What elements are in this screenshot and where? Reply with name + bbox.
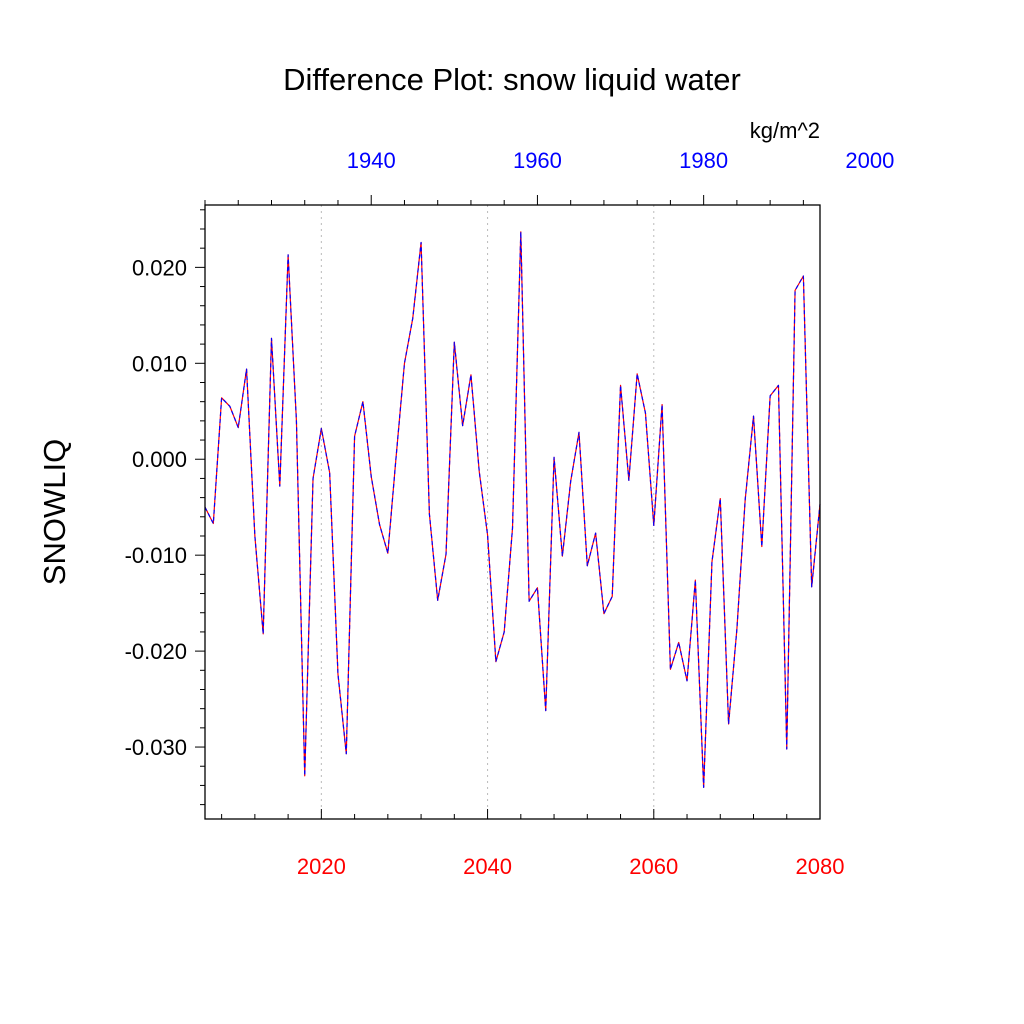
data-series: [204, 231, 821, 788]
series-line-top-period: [204, 231, 821, 788]
bottom-tick-label: 2060: [629, 854, 678, 879]
y-axis-title: SNOWLIQ: [37, 439, 72, 585]
y-tick-label: 0.020: [132, 255, 187, 280]
units-label: kg/m^2: [750, 118, 820, 143]
bottom-tick-label: 2080: [796, 854, 845, 879]
bottom-tick-label: 2040: [463, 854, 512, 879]
y-tick-label: 0.000: [132, 447, 187, 472]
top-tick-label: 1940: [347, 148, 396, 173]
tick-labels: 0.020 0.010 0.000 -0.010 -0.020 -0.030 2020 204…: [125, 148, 895, 879]
top-tick-label: 2000: [845, 148, 894, 173]
plot-frame: [204, 204, 821, 820]
bottom-tick-label: 2020: [297, 854, 346, 879]
vertical-gridlines: [320, 205, 655, 819]
y-tick-label: -0.030: [125, 735, 187, 760]
y-tick-label: 0.010: [132, 351, 187, 376]
top-tick-label: 1980: [679, 148, 728, 173]
top-tick-label: 1960: [513, 148, 562, 173]
y-tick-label: -0.020: [125, 639, 187, 664]
y-tick-label: -0.010: [125, 543, 187, 568]
chart-title: Difference Plot: snow liquid water: [283, 62, 741, 97]
axis-ticks: [195, 195, 821, 819]
